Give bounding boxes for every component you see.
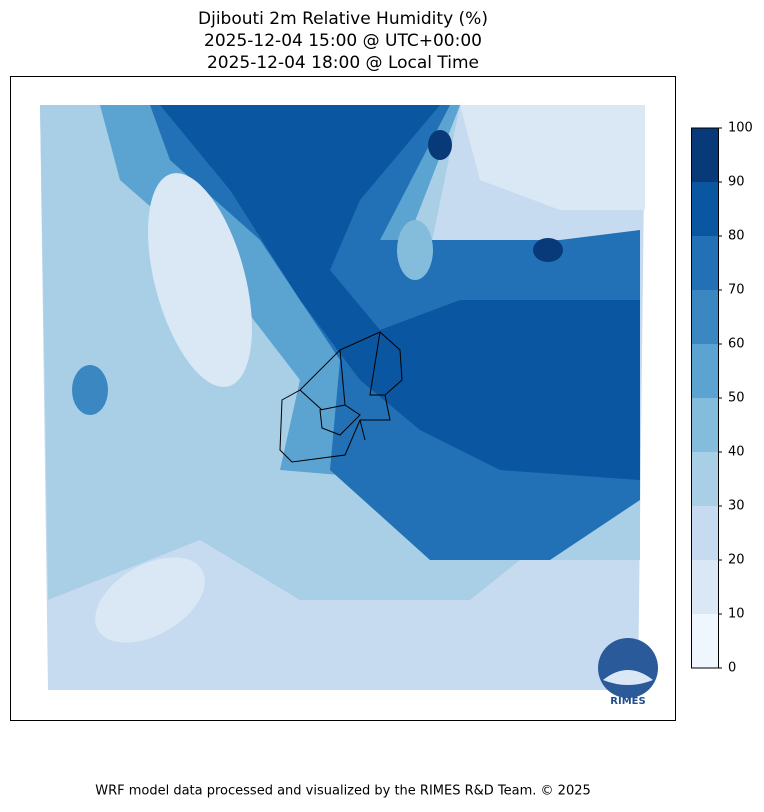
footer: WRF model data processed and visualized … (95, 784, 591, 799)
colorbar-segment (691, 452, 718, 506)
colorbar-tick-label: 50 (728, 391, 745, 406)
title-line: Djibouti 2m Relative Humidity (%) (198, 9, 488, 29)
colorbar-tick-label: 80 (728, 229, 745, 244)
title-line: 2025-12-04 15:00 @ UTC+00:00 (204, 31, 482, 51)
colorbar-segment (691, 614, 718, 668)
colorbar-tick-label: 60 (728, 337, 745, 352)
colorbar-tick-label: 100 (728, 121, 753, 136)
colorbar-tick-label: 90 (728, 175, 745, 190)
colorbar-segment (691, 128, 718, 182)
title-line: 2025-12-04 18:00 @ Local Time (207, 53, 479, 73)
country-borders (279, 331, 403, 463)
colorbar-tick-label: 40 (728, 445, 745, 460)
colorbar-tick-label: 0 (728, 661, 736, 676)
colorbar-tick-label: 20 (728, 553, 745, 568)
colorbar-segment (691, 236, 718, 290)
colorbar-segment (691, 182, 718, 236)
colorbar-tick-label: 70 (728, 283, 745, 298)
colorbar: 0 10 20 30 40 50 60 70 80 90 100 (691, 121, 753, 676)
colorbar-segment (691, 560, 718, 614)
colorbar-tick-label: 30 (728, 499, 745, 514)
colorbar-tick-label: 10 (728, 607, 745, 622)
colorbar-segment (691, 290, 718, 344)
logo: RIMES (598, 638, 658, 707)
colorbar-segment (691, 506, 718, 560)
humidity-field (40, 105, 645, 690)
logo-text: RIMES (610, 696, 645, 707)
colorbar-segment (691, 344, 718, 398)
colorbar-segment (691, 398, 718, 452)
